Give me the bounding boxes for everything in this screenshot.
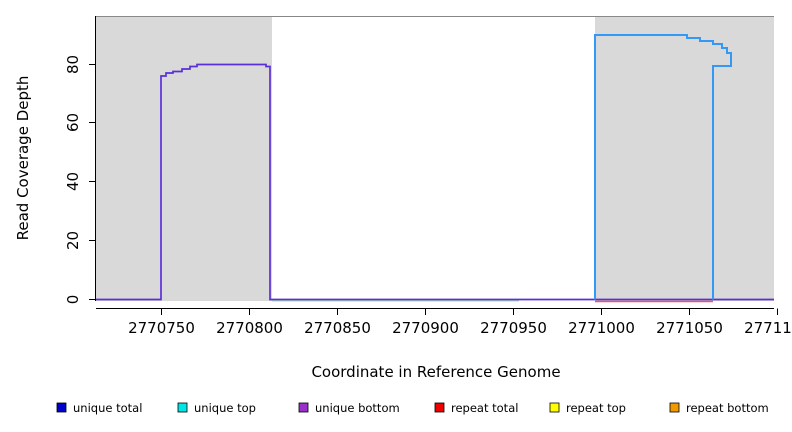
x-tick-label: 2771100 xyxy=(744,319,792,337)
shaded-regions xyxy=(96,16,774,301)
x-tick-label: 2770850 xyxy=(304,319,371,337)
legend-label-unique-top: unique top xyxy=(194,401,256,415)
y-tick-labels: 0 20 40 60 80 xyxy=(64,55,82,304)
y-axis-title: Read Coverage Depth xyxy=(14,76,32,241)
baseline-traces xyxy=(272,299,713,303)
x-tick-label: 2770950 xyxy=(480,319,547,337)
x-tick-label: 2770750 xyxy=(128,319,195,337)
legend-swatch-unique-bottom xyxy=(298,402,309,413)
legend: unique total unique top unique bottom re… xyxy=(56,401,769,415)
legend-swatch-repeat-total xyxy=(434,402,445,413)
y-axis xyxy=(89,16,96,301)
series-unique-bottom xyxy=(96,63,774,301)
y-tick-label: 20 xyxy=(64,231,82,250)
legend-swatch-unique-top xyxy=(177,402,188,413)
x-tick-label: 2771000 xyxy=(568,319,635,337)
legend-label-repeat-bottom: repeat bottom xyxy=(686,401,769,415)
legend-label-unique-total: unique total xyxy=(73,401,142,415)
x-tick-label: 2770900 xyxy=(392,319,459,337)
y-tick-label: 0 xyxy=(64,295,82,305)
repeat-region-left xyxy=(96,16,272,301)
x-tick-label: 2770800 xyxy=(216,319,283,337)
y-tick-label: 80 xyxy=(64,55,82,74)
legend-label-repeat-total: repeat total xyxy=(451,401,518,415)
legend-swatch-repeat-bottom xyxy=(669,402,680,413)
legend-swatch-repeat-top xyxy=(549,402,560,413)
y-tick-label: 40 xyxy=(64,172,82,191)
series-coverage-right xyxy=(594,34,732,300)
x-tick-label: 2771050 xyxy=(656,319,723,337)
y-tick-label: 60 xyxy=(64,113,82,132)
legend-label-repeat-top: repeat top xyxy=(566,401,626,415)
x-axis-title: Coordinate in Reference Genome xyxy=(311,363,560,381)
x-tick-labels: 2770750 2770800 2770850 2770900 2770950 … xyxy=(128,319,792,337)
legend-label-unique-bottom: unique bottom xyxy=(315,401,400,415)
x-axis xyxy=(96,308,778,315)
repeat-region-right xyxy=(595,16,774,301)
legend-swatch-unique-total xyxy=(56,402,67,413)
